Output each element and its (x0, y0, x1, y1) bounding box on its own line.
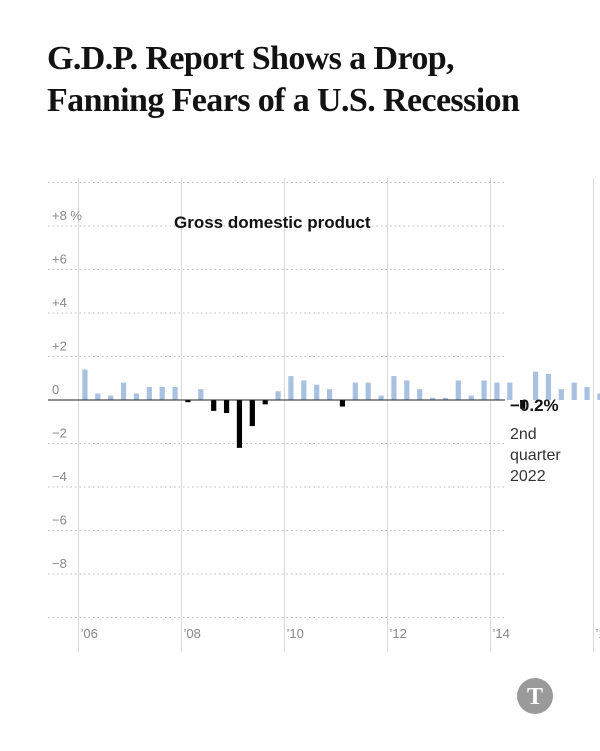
y-tick-label: −8 (52, 556, 67, 571)
latest-value-note-line-3: 2022 (510, 468, 546, 485)
gdp-bar (339, 400, 346, 407)
gdp-bar (236, 400, 243, 448)
headline: G.D.P. Report Shows a Drop, Fanning Fear… (47, 38, 587, 122)
latest-value-label: −0.2% (510, 396, 559, 415)
latest-value-note-line-2: quarter (510, 447, 561, 464)
y-tick-label: −6 (52, 513, 67, 528)
logo-glyph: T (527, 684, 543, 710)
headline-line-2: Fanning Fears of a U.S. Recession (47, 82, 520, 119)
gdp-bar (507, 382, 513, 400)
x-tick-label: ’06 (81, 626, 98, 641)
gdp-bar (429, 397, 436, 400)
gdp-bar (82, 369, 88, 400)
x-axis-labels: ’06’08’10’12’14’16’18’20’22 (81, 626, 600, 641)
gdp-bar (378, 395, 384, 400)
y-tick-label: −4 (52, 469, 67, 484)
gdp-bar (481, 380, 487, 400)
gdp-bar (455, 380, 461, 400)
new-york-times-logo-icon: T (517, 678, 553, 714)
gdp-bar (494, 382, 500, 400)
gdp-bar (545, 373, 552, 400)
bars (82, 369, 600, 448)
gdp-bar (275, 391, 281, 400)
gdp-bar (520, 400, 526, 409)
gdp-bar (584, 386, 590, 400)
y-tick-label: +8 % (52, 208, 82, 223)
gdp-bar (597, 393, 600, 400)
x-tick-label: ’12 (390, 626, 407, 641)
x-tick-label: ’14 (493, 626, 510, 641)
y-axis-labels: +8 % +6 +4 +2 0 −2 −4 −6 −8 (52, 208, 82, 571)
gdp-bar (288, 376, 294, 400)
gdp-bar (211, 400, 217, 411)
gdp-bar (108, 395, 114, 400)
gdp-bar (326, 389, 333, 401)
gdp-bar (571, 382, 577, 400)
gdp-bar (223, 400, 230, 414)
gdp-bar (146, 386, 152, 400)
gdp-bar (442, 397, 449, 400)
y-tick-label: +2 (52, 339, 67, 354)
headline-line-1: G.D.P. Report Shows a Drop, (47, 40, 455, 77)
gdp-bar (417, 389, 423, 401)
gdp-bar (404, 380, 410, 400)
vertical-gridlines (78, 178, 594, 652)
gdp-bar (352, 382, 358, 400)
gdp-bar (133, 393, 140, 400)
chart-title: Gross domestic product (174, 213, 371, 232)
gdp-bar (185, 400, 191, 403)
y-tick-label: −2 (52, 426, 67, 441)
gdp-bar (172, 386, 178, 400)
gdp-bar (262, 400, 268, 405)
y-tick-label: +6 (52, 252, 67, 267)
gdp-bar (249, 400, 255, 427)
x-tick-label: ’16 (596, 626, 600, 641)
gdp-bar (468, 395, 474, 400)
y-tick-label: +4 (52, 295, 67, 310)
gdp-bar (532, 371, 539, 401)
gdp-bar (365, 382, 371, 400)
gdp-bar (198, 389, 204, 401)
gdp-bar (120, 382, 127, 400)
latest-value-note-line-1: 2nd (510, 426, 537, 443)
gdp-bar (159, 386, 165, 400)
gdp-bar (95, 393, 101, 400)
gdp-bar (314, 384, 320, 400)
gdp-bar (391, 376, 397, 400)
gdp-bar (558, 389, 564, 401)
y-tick-label: 0 (52, 382, 59, 397)
gdp-bar (301, 380, 307, 400)
x-tick-label: ’08 (184, 626, 201, 641)
x-tick-label: ’10 (287, 626, 304, 641)
